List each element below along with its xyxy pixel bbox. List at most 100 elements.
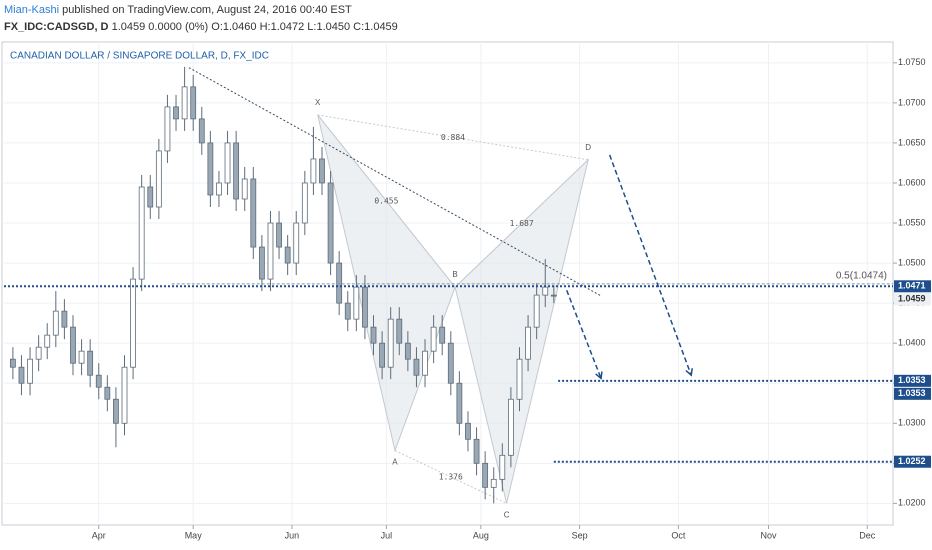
candle-body (87, 350, 94, 376)
candle-body (327, 182, 334, 264)
candle-body (336, 262, 343, 304)
candle-body (422, 350, 428, 376)
candle-body (198, 118, 205, 144)
quote: 1.0459 0.0000 (0%) O:1.0460 H:1.0472 L:1… (111, 21, 398, 33)
ratio-label: 1.687 (510, 219, 534, 228)
candle-body (456, 382, 463, 424)
ratio-label: 0.884 (441, 133, 465, 142)
x-tick-label: Dec (859, 530, 876, 540)
candle-body (104, 386, 111, 400)
candle-body (147, 186, 154, 208)
arrow-line (608, 154, 692, 376)
candle-body (276, 222, 282, 248)
candle-body (473, 438, 480, 464)
y-tick-label: 1.0600 (898, 177, 926, 187)
candle-body (70, 326, 76, 364)
candle-body (362, 286, 368, 328)
x-tick-label: Jul (381, 530, 393, 540)
y-tick-label: 1.0200 (898, 498, 926, 508)
candle-body (353, 286, 360, 320)
price-label-box (894, 293, 931, 306)
y-tick-label: 1.0500 (898, 257, 926, 267)
candle-body (52, 310, 59, 336)
candle-body (35, 346, 42, 360)
candle-body (396, 318, 403, 344)
candle-body (293, 222, 300, 264)
author[interactable]: Mian-Kashi (4, 4, 60, 16)
candle-body (370, 326, 377, 344)
candle-body (404, 342, 411, 360)
x-tick-label: Jun (285, 530, 300, 540)
y-tick-label: 1.0650 (898, 137, 926, 147)
publish-line: Mian-Kashi published on TradingView.com,… (4, 2, 398, 19)
candle-body (267, 222, 274, 280)
published: published on TradingView.com, August 24,… (62, 4, 352, 16)
x-tick-label: Apr (92, 530, 106, 540)
candle-body (430, 326, 437, 352)
price-label: 1.0353 (898, 388, 926, 398)
candle-body (301, 182, 308, 224)
y-tick-label: 1.0700 (898, 97, 926, 107)
candle-body (344, 302, 351, 320)
fib-label: 0.5(1.0474) (836, 271, 887, 282)
pattern-point-label: A (392, 458, 398, 467)
candle-body (507, 398, 514, 456)
candle-body (533, 294, 540, 328)
candle-body (550, 294, 557, 297)
pattern-point-label: X (315, 98, 321, 107)
candle-body (379, 342, 386, 368)
pattern-point-label: C (504, 510, 510, 519)
candle-body (224, 142, 231, 184)
quote-line: FX_IDC:CADSGD, D 1.0459 0.0000 (0%) O:1.… (4, 19, 398, 36)
price-label: 1.0353 (898, 375, 926, 385)
ratio-line (317, 114, 456, 288)
ratio-line (317, 114, 589, 161)
x-tick-label: Sep (572, 530, 588, 540)
candle-body (284, 246, 291, 264)
candle-body (447, 342, 454, 384)
candle-body (310, 158, 317, 184)
candle-body (138, 186, 145, 280)
header: Mian-Kashi published on TradingView.com,… (4, 2, 398, 36)
candle-body (516, 358, 523, 400)
candle-body (173, 106, 179, 120)
ratio-line (454, 159, 589, 288)
y-tick-label: 1.0550 (898, 217, 926, 227)
candle-body (319, 158, 325, 184)
plot: 0.884 0.455 1.687 1.376 X A B C D 0.5(1.0474) (2, 42, 893, 525)
x-tick-label: Aug (473, 530, 489, 540)
arrow-head (685, 368, 693, 377)
candle-body (499, 454, 506, 480)
candle-body (44, 334, 51, 348)
y-tick-label: 1.0750 (898, 57, 926, 67)
price-label-box (894, 455, 931, 468)
candle-body (525, 326, 531, 360)
candle-body (439, 326, 446, 344)
candle-body (542, 286, 549, 296)
candle-body (465, 422, 471, 440)
x-tick-label: May (185, 530, 203, 540)
price-label-box (894, 374, 931, 387)
symbol: FX_IDC:CADSGD, D (4, 21, 109, 33)
candle-body (190, 86, 197, 120)
candle-body (482, 462, 489, 488)
candle-body (207, 142, 214, 196)
ratio-label: 1.376 (439, 472, 463, 481)
candle-body (61, 310, 68, 328)
candle-body (27, 358, 33, 384)
price-label: 1.0459 (898, 294, 926, 304)
price-label: 1.0471 (898, 281, 926, 291)
candle-body (95, 374, 102, 388)
arrow-head (595, 371, 603, 380)
candle-body (250, 178, 257, 248)
candle-body (113, 398, 119, 424)
candle-body (387, 318, 394, 368)
candle-body (490, 478, 497, 488)
candle-body (78, 350, 85, 364)
candle-body (9, 358, 16, 368)
price-label-box (894, 280, 931, 293)
candle-body (155, 150, 162, 208)
price-label: 1.0252 (898, 456, 926, 466)
